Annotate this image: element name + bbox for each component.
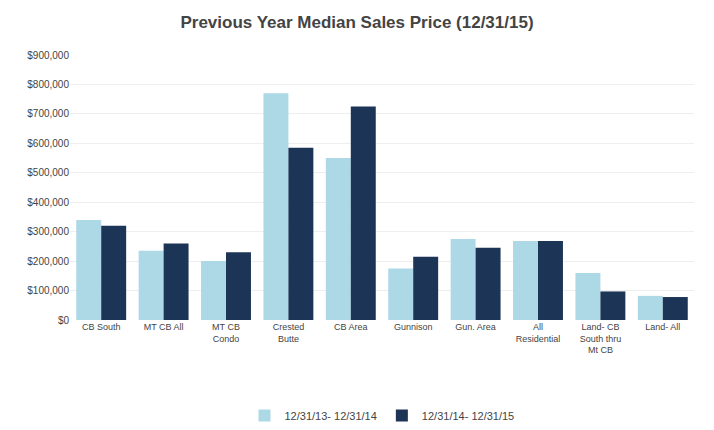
svg-text:Land- All: Land- All — [645, 322, 680, 332]
svg-text:Land- CBSouth thruMt CB: Land- CBSouth thruMt CB — [580, 322, 622, 355]
svg-text:12/31/13- 12/31/14: 12/31/13- 12/31/14 — [285, 410, 377, 422]
svg-text:MT CBCondo: MT CBCondo — [212, 322, 240, 344]
svg-text:CB Area: CB Area — [334, 322, 368, 332]
svg-text:$500,000: $500,000 — [27, 167, 69, 178]
svg-text:Previous Year Median Sales Pri: Previous Year Median Sales Price (12/31/… — [180, 13, 533, 32]
svg-text:$0: $0 — [58, 315, 70, 326]
svg-text:$600,000: $600,000 — [27, 138, 69, 149]
svg-text:$400,000: $400,000 — [27, 197, 69, 208]
svg-text:AllResidential: AllResidential — [516, 322, 561, 344]
svg-text:Gun. Area: Gun. Area — [455, 322, 496, 332]
svg-text:CB South: CB South — [82, 322, 121, 332]
svg-text:12/31/14- 12/31/15: 12/31/14- 12/31/15 — [422, 410, 514, 422]
svg-text:$800,000: $800,000 — [27, 79, 69, 90]
svg-text:CrestedButte: CrestedButte — [273, 322, 305, 344]
svg-text:$300,000: $300,000 — [27, 226, 69, 237]
svg-text:Gunnison: Gunnison — [394, 322, 433, 332]
svg-text:$700,000: $700,000 — [27, 108, 69, 119]
svg-text:$200,000: $200,000 — [27, 256, 69, 267]
svg-text:$900,000: $900,000 — [27, 50, 69, 61]
svg-text:$100,000: $100,000 — [27, 285, 69, 296]
svg-text:MT CB All: MT CB All — [144, 322, 184, 332]
